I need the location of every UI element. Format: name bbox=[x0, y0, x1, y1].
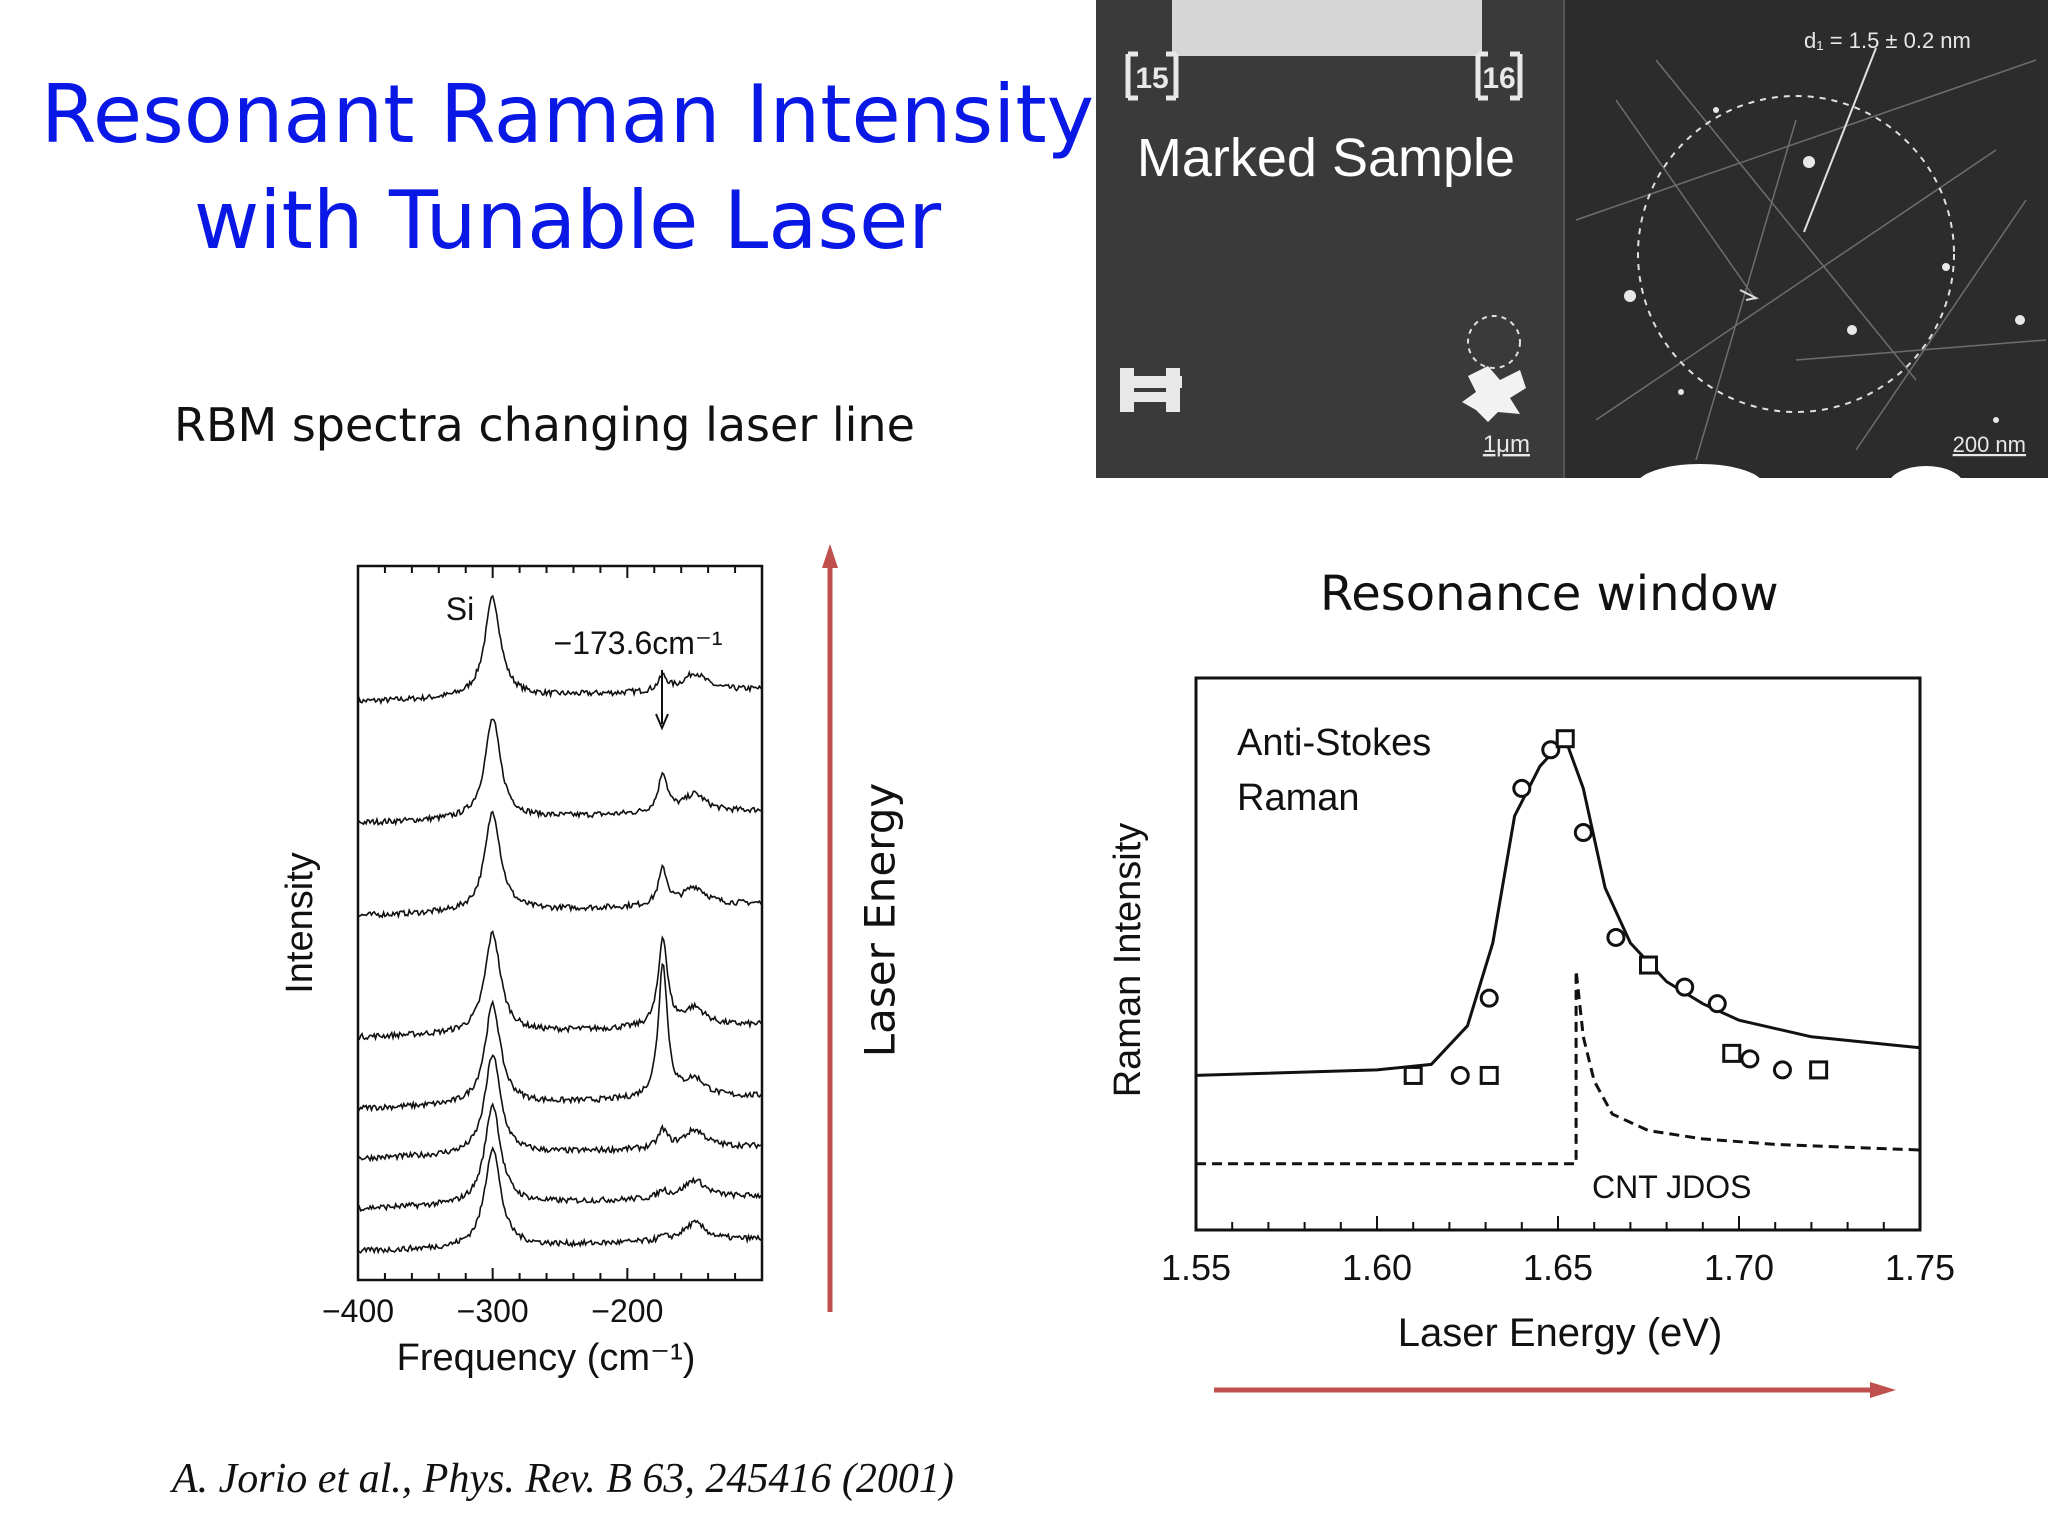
rbm-y-label: Intensity bbox=[279, 852, 321, 994]
micrograph-caption: Marked Sample bbox=[1137, 128, 1515, 188]
resonance-window-title: Resonance window bbox=[1320, 566, 1779, 622]
resonance-x-label: Laser Energy (eV) bbox=[1398, 1311, 1723, 1355]
rbm-spectrum-line bbox=[357, 718, 763, 827]
citation: A. Jorio et al., Phys. Rev. B 63, 245416… bbox=[172, 1456, 954, 1502]
rbm-series-group bbox=[357, 594, 763, 1255]
resonance-x-tick-label: 1.75 bbox=[1885, 1247, 1955, 1288]
data-point-circle bbox=[1740, 1049, 1760, 1069]
cross-marker-left bbox=[1120, 368, 1182, 412]
subtitle: RBM spectra changing laser line bbox=[174, 398, 915, 452]
anti-stokes-label-line1: Anti-Stokes bbox=[1237, 722, 1431, 764]
data-point-circle bbox=[1772, 1060, 1792, 1080]
resonance-x-tick-label: 1.60 bbox=[1342, 1247, 1412, 1288]
horizontal-laser-arrow bbox=[1214, 1382, 1896, 1398]
scale-bar-left: 1μm bbox=[1483, 431, 1530, 458]
resonance-markers bbox=[1403, 729, 1829, 1085]
marker-top-left: 15 bbox=[1135, 62, 1168, 95]
anti-stokes-label-line2: Raman bbox=[1237, 777, 1360, 819]
electrode-pad bbox=[1172, 0, 1482, 56]
data-point-circle bbox=[1606, 927, 1626, 947]
rbm-x-ticks: −400 −300 −200 bbox=[322, 566, 763, 1329]
rbm-x-tick-label: −200 bbox=[591, 1293, 663, 1329]
scale-bar-right: 200 nm bbox=[1953, 432, 2026, 457]
si-peak-label: Si bbox=[446, 591, 474, 627]
data-point-circle bbox=[1479, 988, 1499, 1008]
data-point-square bbox=[1555, 729, 1575, 749]
afm-micrograph: 15 16 Marked Sample 1μm 200 nm d₁ = 1.5 … bbox=[1096, 0, 2048, 478]
slide-title: Resonant Raman Intensity with Tunable La… bbox=[0, 62, 1135, 274]
rbm-spectrum-line bbox=[357, 594, 763, 706]
resonance-y-label: Raman Intensity bbox=[1107, 823, 1149, 1098]
rbm-plot-frame bbox=[356, 564, 764, 1282]
data-point-circle bbox=[1541, 740, 1561, 760]
rbm-spectra-chart: −400 −300 −200 Si −173.6cm⁻¹ Intensity Fre… bbox=[279, 564, 764, 1379]
diameter-label: d₁ = 1.5 ± 0.2 nm bbox=[1804, 28, 1971, 53]
data-point-square bbox=[1639, 955, 1658, 975]
rbm-x-tick-label: −400 bbox=[322, 1293, 394, 1329]
data-point-circle bbox=[1512, 778, 1532, 798]
rbm-spectrum-line bbox=[357, 810, 763, 920]
rbm-x-tick-label: −300 bbox=[457, 1293, 529, 1329]
micrograph-image: 15 16 Marked Sample 1μm 200 nm d₁ = 1.5 … bbox=[1096, 0, 2048, 478]
resonance-x-tick-label: 1.70 bbox=[1704, 1247, 1774, 1288]
rbm-spectrum-line bbox=[357, 1054, 763, 1163]
title-line-1: Resonant Raman Intensity bbox=[40, 68, 1095, 161]
dashed-circle bbox=[1637, 95, 1955, 413]
rbm-spectrum-line bbox=[357, 930, 762, 1042]
resonance-x-tick-label: 1.55 bbox=[1161, 1247, 1231, 1288]
cross-marker-right bbox=[1462, 366, 1526, 422]
rbm-x-label: Frequency (cm⁻¹) bbox=[397, 1337, 696, 1379]
rbm-peak-annotation: −173.6cm⁻¹ bbox=[554, 625, 723, 661]
data-point-circle bbox=[1707, 994, 1727, 1014]
data-point-circle bbox=[1450, 1065, 1470, 1085]
resonance-window-chart: 1.55 1.60 1.65 1.70 1.75 Anti-Stokes Raman C… bbox=[1107, 676, 1955, 1355]
data-point-circle bbox=[1675, 977, 1695, 997]
laser-energy-arrow bbox=[822, 544, 838, 1312]
laser-energy-label: Laser Energy bbox=[855, 782, 905, 1058]
cnt-jdos-label: CNT JDOS bbox=[1592, 1169, 1751, 1205]
data-point-square bbox=[1722, 1043, 1742, 1063]
data-point-circle bbox=[1573, 823, 1593, 843]
data-point-square bbox=[1479, 1065, 1499, 1085]
rbm-spectrum-line bbox=[357, 1102, 763, 1213]
data-point-square bbox=[1809, 1060, 1829, 1080]
marker-top-right: 16 bbox=[1482, 62, 1515, 95]
rbm-spectrum-line bbox=[357, 962, 763, 1113]
rbm-spectrum-line bbox=[357, 1145, 763, 1255]
resonance-x-tick-label: 1.65 bbox=[1523, 1247, 1593, 1288]
title-line-2: with Tunable Laser bbox=[193, 174, 942, 267]
resonance-x-ticks: 1.55 1.60 1.65 1.70 1.75 bbox=[1161, 1216, 1955, 1288]
cnt-jdos-line bbox=[1196, 970, 1921, 1166]
data-point-square bbox=[1403, 1065, 1423, 1085]
